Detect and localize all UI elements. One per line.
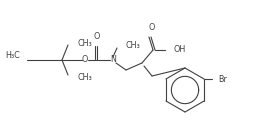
- Text: CH₃: CH₃: [78, 72, 93, 82]
- Text: CH₃: CH₃: [126, 41, 141, 51]
- Text: N: N: [110, 56, 116, 65]
- Text: O: O: [149, 23, 155, 32]
- Text: CH₃: CH₃: [78, 39, 93, 47]
- Text: OH: OH: [173, 45, 185, 55]
- Text: Br: Br: [218, 74, 227, 83]
- Text: H₃C: H₃C: [5, 51, 20, 61]
- Text: O: O: [94, 32, 100, 41]
- Text: O: O: [82, 56, 88, 65]
